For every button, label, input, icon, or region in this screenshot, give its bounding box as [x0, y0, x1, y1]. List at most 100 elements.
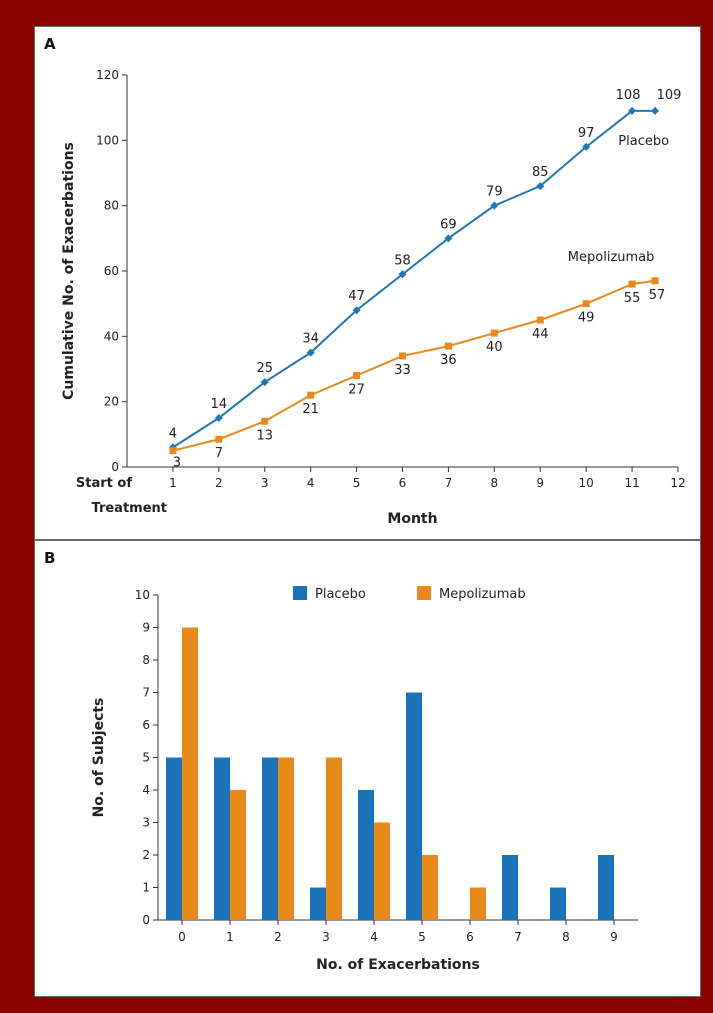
- y-tick-label: 5: [142, 751, 150, 765]
- y-tick-label: 40: [104, 329, 119, 343]
- data-point: [536, 316, 544, 324]
- bar-placebo: [166, 757, 182, 920]
- bar-mepolizumab: [422, 855, 438, 920]
- data-point: [490, 201, 499, 210]
- data-label: 4: [169, 426, 177, 441]
- legend-label: Mepolizumab: [439, 587, 526, 602]
- x-tick-label: 0: [178, 930, 186, 944]
- bar-mepolizumab: [278, 757, 294, 920]
- data-label: 109: [657, 88, 682, 103]
- bar-placebo: [406, 692, 422, 920]
- data-label: 58: [394, 253, 411, 268]
- series-name-label: Mepolizumab: [568, 250, 655, 265]
- bar-placebo: [358, 790, 374, 920]
- data-point: [306, 348, 315, 357]
- data-point: [628, 106, 637, 115]
- x-tick-label: 7: [514, 930, 522, 944]
- data-label: 108: [616, 88, 641, 103]
- data-point: [307, 391, 315, 399]
- bar-mepolizumab: [182, 627, 198, 920]
- series-name-label: Placebo: [618, 134, 669, 149]
- y-tick-label: 4: [142, 783, 150, 797]
- x-tick-label: 4: [307, 476, 315, 490]
- x-tick-label: 1: [169, 476, 177, 490]
- data-point: [444, 234, 453, 243]
- x-tick-label: 8: [491, 476, 499, 490]
- bar-mepolizumab: [326, 757, 342, 920]
- data-label: 55: [624, 291, 641, 306]
- data-point: [169, 447, 177, 455]
- x-axis-title: Month: [387, 511, 437, 527]
- y-tick-label: 100: [96, 133, 119, 147]
- x-tick-label: 5: [418, 930, 426, 944]
- series-line-mepolizumab: [172, 279, 656, 452]
- data-label: 21: [302, 402, 319, 417]
- legend-label: Placebo: [315, 587, 366, 602]
- data-label: 36: [440, 353, 457, 368]
- bar-mepolizumab: [470, 887, 486, 920]
- x-tick-label: 2: [274, 930, 282, 944]
- x-tick-label: 6: [466, 930, 474, 944]
- x-tick-label: 7: [445, 476, 453, 490]
- y-tick-label: 7: [142, 686, 150, 700]
- data-point: [651, 106, 660, 115]
- y-axis-title: Cumulative No. of Exacerbations: [61, 142, 77, 400]
- data-point: [214, 414, 223, 422]
- x-tick-label: 6: [399, 476, 407, 490]
- data-label: 69: [440, 217, 457, 232]
- y-tick-label: 6: [142, 718, 150, 732]
- data-point: [444, 342, 452, 350]
- data-point: [260, 378, 269, 387]
- x-tick-label: 12: [670, 476, 685, 490]
- bar-placebo: [550, 887, 566, 920]
- data-point: [628, 280, 636, 288]
- data-label: 34: [302, 332, 319, 347]
- data-label: 7: [215, 446, 223, 461]
- y-tick-label: 10: [135, 588, 150, 602]
- x-tick-label: 11: [624, 476, 639, 490]
- x-tick-label: 9: [610, 930, 618, 944]
- bar-mepolizumab: [374, 822, 390, 920]
- bar-chart: 0 1 2 3 4 5 6 7 8 9 10 0 1 2 3 4 5 6 7 8 9 No. of Exacerbatio…: [91, 586, 638, 973]
- y-tick-label: 120: [96, 68, 119, 82]
- bar-placebo: [598, 855, 614, 920]
- data-point: [536, 182, 545, 191]
- data-label: 14: [211, 397, 228, 412]
- x-tick-label: 9: [536, 476, 544, 490]
- y-tick-label: 80: [104, 199, 119, 213]
- data-point: [353, 372, 361, 380]
- data-point: [490, 329, 498, 337]
- legend-swatch: [417, 586, 431, 600]
- bar-placebo: [310, 887, 326, 920]
- y-tick-label: 60: [104, 264, 119, 278]
- data-point: [582, 142, 591, 151]
- y-tick-label: 2: [142, 848, 150, 862]
- bar-mepolizumab: [230, 790, 246, 920]
- data-point: [261, 417, 269, 425]
- y-axis-title: No. of Subjects: [91, 698, 107, 818]
- data-label: 27: [348, 383, 365, 398]
- x-start-label: Treatment: [92, 501, 168, 516]
- bar-placebo: [262, 757, 278, 920]
- data-label: 33: [394, 363, 411, 378]
- x-tick-label: 5: [353, 476, 361, 490]
- bar-placebo: [214, 757, 230, 920]
- data-label: 49: [578, 311, 595, 326]
- y-tick-label: 8: [142, 653, 150, 667]
- x-tick-label: 2: [215, 476, 223, 490]
- data-label: 25: [256, 361, 273, 376]
- x-axis-title: No. of Exacerbations: [316, 957, 480, 973]
- data-point: [651, 277, 659, 285]
- y-tick-label: 0: [142, 913, 150, 927]
- data-label: 47: [348, 289, 365, 304]
- data-point: [398, 270, 407, 279]
- legend-swatch: [293, 586, 307, 600]
- x-tick-label: 10: [579, 476, 594, 490]
- x-tick-label: 1: [226, 930, 234, 944]
- panel-b: B 0 1 2 3 4 5 6 7 8 9 10 0 1 2 3 4 5 6 7 8 9 No. of Exacerbat…: [34, 540, 701, 997]
- data-point: [352, 306, 361, 315]
- x-tick-label: 8: [562, 930, 570, 944]
- panel-a-label: A: [44, 35, 56, 53]
- data-label: 13: [256, 428, 273, 443]
- y-tick-label: 0: [111, 460, 119, 474]
